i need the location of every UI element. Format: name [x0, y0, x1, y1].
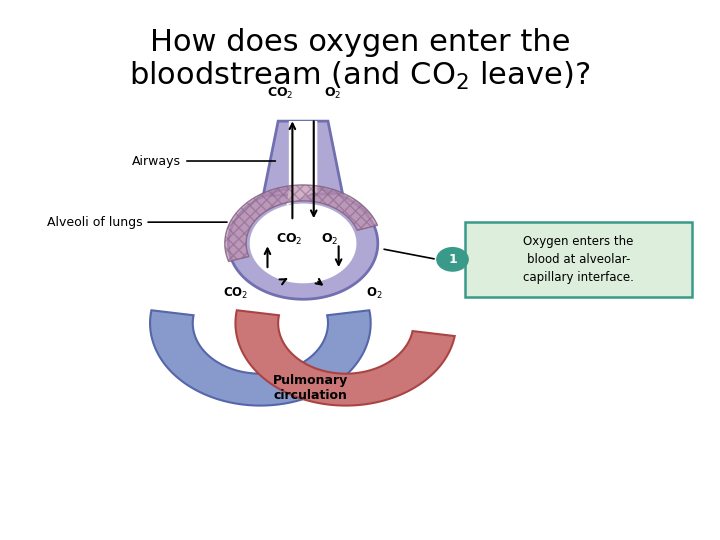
Circle shape [437, 248, 468, 271]
Text: Oxygen enters the
blood at alveolar-
capillary interface.: Oxygen enters the blood at alveolar- cap… [523, 235, 634, 284]
Text: How does oxygen enter the: How does oxygen enter the [150, 28, 570, 57]
Polygon shape [250, 121, 356, 284]
Text: CO$_2$: CO$_2$ [223, 286, 248, 301]
Text: CO$_2$: CO$_2$ [276, 232, 302, 247]
Polygon shape [289, 121, 318, 193]
Text: bloodstream (and CO$_2$ leave)?: bloodstream (and CO$_2$ leave)? [130, 60, 590, 92]
Text: O$_2$: O$_2$ [321, 232, 339, 247]
Text: 1: 1 [448, 253, 457, 266]
Text: O$_2$: O$_2$ [324, 86, 341, 101]
Polygon shape [235, 310, 455, 406]
Polygon shape [225, 185, 377, 261]
Text: Alveoli of lungs: Alveoli of lungs [47, 215, 227, 228]
FancyBboxPatch shape [464, 222, 693, 296]
Polygon shape [150, 310, 371, 406]
Text: Airways: Airways [132, 154, 275, 167]
Polygon shape [228, 121, 378, 299]
Text: O$_2$: O$_2$ [366, 286, 382, 301]
Text: CO$_2$: CO$_2$ [267, 86, 294, 101]
Text: Pulmonary
circulation: Pulmonary circulation [273, 374, 348, 402]
